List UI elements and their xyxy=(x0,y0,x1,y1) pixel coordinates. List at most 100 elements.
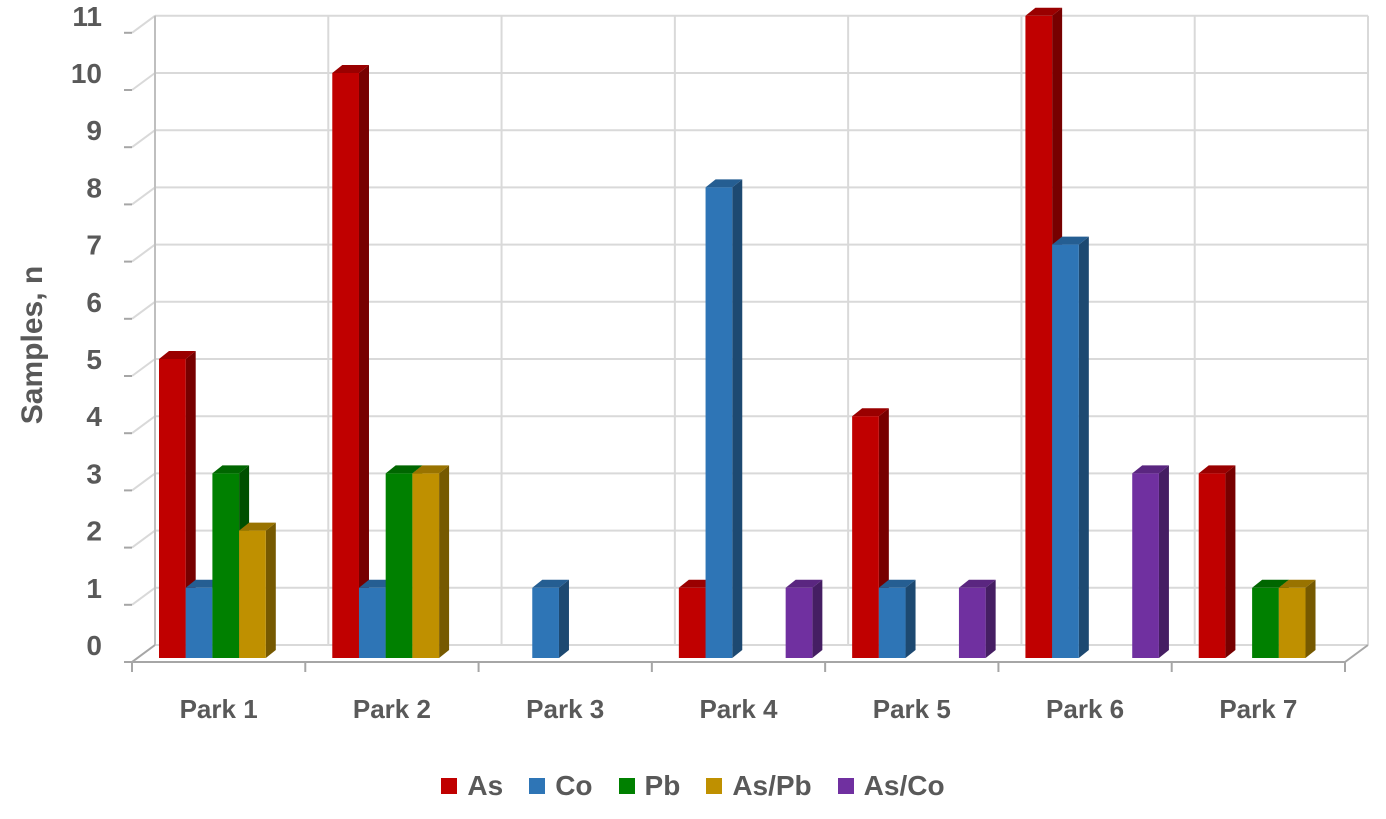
legend-item: As/Co xyxy=(837,770,945,802)
bar-top xyxy=(1025,7,1063,16)
legend-swatch xyxy=(837,778,854,794)
bar-top xyxy=(159,351,196,359)
y-tick-label: 4 xyxy=(86,401,102,432)
bar xyxy=(785,579,823,658)
bar xyxy=(239,522,276,658)
x-category-label: Park 7 xyxy=(1219,694,1297,724)
x-category-label: Park 6 xyxy=(1046,694,1124,724)
gridline-depth xyxy=(131,243,156,263)
bar-side xyxy=(1158,465,1169,658)
x-category-label: Park 1 xyxy=(180,694,258,724)
y-tick-label: 3 xyxy=(86,458,102,489)
bar-top xyxy=(1278,579,1316,588)
bar xyxy=(332,65,369,658)
x-category-labels: Park 1 Park 2 Park 3 Park 4 Park 5 Park 6 Park… xyxy=(180,694,1298,724)
bar-front xyxy=(1025,15,1053,659)
bar-front xyxy=(1132,473,1159,658)
bar-side xyxy=(358,65,369,658)
y-axis-label: Samples, n xyxy=(16,266,49,424)
x-category-label: Park 3 xyxy=(526,694,604,724)
legend-swatch xyxy=(618,778,635,794)
y-tick-labels: 0 1 2 3 4 5 6 7 8 9 10 11 xyxy=(71,1,103,661)
bar-top xyxy=(1132,465,1169,474)
bar-top xyxy=(878,579,916,588)
bar xyxy=(412,465,450,658)
legend-label: As/Pb xyxy=(732,770,812,801)
bar-front xyxy=(878,587,906,658)
bar-side xyxy=(265,522,276,658)
y-tick-label: 10 xyxy=(71,58,102,89)
bar-front xyxy=(358,587,386,658)
gridline-depth xyxy=(131,186,156,206)
bar-front xyxy=(532,587,559,658)
bar-front xyxy=(385,473,413,658)
bar-top xyxy=(1198,465,1236,474)
legend-item: Pb xyxy=(618,770,681,802)
bar-front xyxy=(412,473,440,658)
legend-label: Pb xyxy=(644,770,681,801)
gridline-depth xyxy=(131,586,156,606)
bar-side xyxy=(439,465,450,658)
bar-top xyxy=(705,179,743,188)
bar xyxy=(212,465,250,658)
chart-axes xyxy=(124,31,1369,672)
bar xyxy=(1278,579,1316,658)
legend: As Co Pb As/Pb As/Co xyxy=(0,770,1386,802)
y-tick-label: 5 xyxy=(86,344,102,375)
bar-front xyxy=(212,473,240,658)
bar-side xyxy=(185,351,196,658)
bar-top xyxy=(239,522,276,531)
bar-side xyxy=(732,179,743,658)
y-tick-label: 1 xyxy=(86,573,102,604)
gridline-depth xyxy=(131,300,156,320)
legend-label: As xyxy=(467,770,504,801)
bar xyxy=(532,579,569,658)
legend-swatch xyxy=(529,778,546,794)
x-category-label: Park 2 xyxy=(353,694,431,724)
bar-top xyxy=(385,465,423,474)
bar-top xyxy=(1052,236,1089,245)
legend-swatch xyxy=(706,778,723,794)
bar-side xyxy=(985,579,996,658)
y-tick-label: 7 xyxy=(86,230,102,261)
floor-edge xyxy=(1344,644,1369,663)
y-tick-label: 11 xyxy=(72,1,102,32)
bar-top xyxy=(852,408,889,417)
bar-front xyxy=(1052,244,1079,658)
legend-label: As/Co xyxy=(863,770,945,801)
gridline-depth xyxy=(131,358,156,377)
floor-edge xyxy=(131,644,156,663)
gridline-depth xyxy=(131,14,156,34)
bar xyxy=(1132,465,1169,658)
legend-item: As/Pb xyxy=(706,770,812,802)
bar-front xyxy=(1278,587,1306,658)
bar-side xyxy=(1305,579,1316,658)
bar-side xyxy=(558,579,569,658)
x-category-label: Park 5 xyxy=(873,694,951,724)
bar-front xyxy=(852,416,879,658)
bar-side xyxy=(812,579,823,658)
chart-gridlines xyxy=(131,14,1369,663)
y-tick-label: 0 xyxy=(86,630,102,661)
gridline-depth xyxy=(131,129,156,149)
bar xyxy=(958,579,996,658)
bar-top xyxy=(785,579,823,588)
bar xyxy=(1052,236,1089,658)
y-tick-label: 6 xyxy=(86,287,102,318)
bar-front xyxy=(332,73,359,658)
bar-side xyxy=(1078,236,1089,658)
bar-front xyxy=(1198,473,1226,658)
bar-front xyxy=(239,530,266,658)
bar-top xyxy=(958,579,996,588)
x-category-label: Park 4 xyxy=(699,694,778,724)
y-tick-label: 9 xyxy=(86,115,102,146)
bar-front xyxy=(678,587,706,658)
bar-front xyxy=(1252,587,1279,658)
bar-top xyxy=(212,465,250,474)
y-tick-label: 8 xyxy=(86,172,102,203)
legend-label: Co xyxy=(555,770,593,801)
chart-bars xyxy=(159,7,1316,659)
bar-front xyxy=(159,359,186,658)
bar xyxy=(878,579,916,658)
